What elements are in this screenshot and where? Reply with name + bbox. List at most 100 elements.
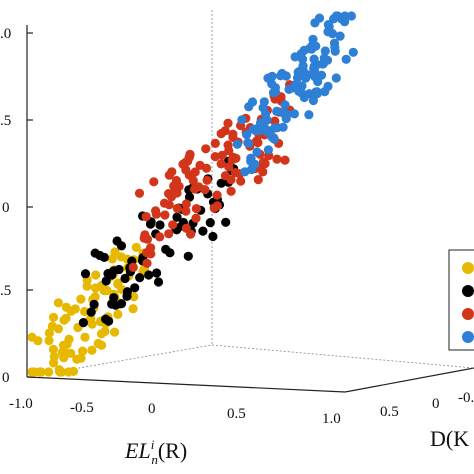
scatter-point-series-2 [224,162,234,172]
scatter-point-series-1 [221,217,231,227]
scatter-point-series-0 [66,306,76,316]
scatter-point-series-2 [188,176,198,186]
scatter-point-series-0 [131,242,141,252]
x-tick-label-1: -0.5 [70,400,94,416]
scatter-point-series-3 [309,54,319,64]
scatter-point-series-3 [276,71,286,81]
scatter-point-series-2 [146,249,156,259]
scatter-point-series-3 [269,134,279,144]
scatter-point-series-1 [153,277,164,287]
scatter-point-series-1 [122,291,132,301]
z-tick-labels: 0 .5 0 .5 .0 [0,26,11,386]
scatter-point-series-2 [212,190,222,200]
y-tick-label-0: 0.5 [380,404,399,420]
scatter-point-series-2 [167,167,177,177]
scatter-point-series-2 [217,150,227,160]
scatter-point-series-3 [323,81,333,91]
scatter-point-series-3 [244,138,254,148]
scatter-point-series-1 [120,273,130,284]
scatter-point-series-0 [113,309,123,319]
scatter-point-series-3 [247,97,258,107]
x-axis-label-superscript: i [151,437,155,452]
scatter-point-series-0 [54,365,64,375]
z-tick-label-4: .0 [0,26,11,42]
scatter-point-series-0 [87,319,97,329]
scatter-point-series-3 [284,84,294,94]
scatter-point-series-0 [96,329,107,339]
scatter-point-series-0 [35,367,45,377]
scatter-point-series-2 [231,153,241,163]
legend [448,249,474,351]
scatter-point-series-2 [181,223,191,233]
y-tick-labels: 0.5 0 -0. [380,390,474,420]
scatter-point-series-0 [53,298,64,308]
scatter-point-series-3 [280,100,290,110]
x-tick-labels: -1.0 -0.5 0 0.5 1.0 [9,396,341,427]
scatter-point-series-1 [135,273,145,283]
scatter-point-series-3 [240,167,250,177]
scatter-point-series-2 [251,136,262,146]
legend-marker-1 [462,285,474,297]
scatter-point-series-3 [259,97,269,107]
scatter-point-series-2 [280,155,290,165]
scatter-point-series-0 [78,346,88,356]
scatter-point-series-3 [250,159,260,169]
scatter-point-series-1 [114,264,124,275]
scatter-point-series-2 [191,204,201,214]
scatter-point-series-1 [107,299,117,309]
scatter-point-series-3 [335,31,345,41]
scatter-point-series-3 [269,123,280,133]
legend-marker-2 [462,308,474,320]
scatter-point-series-0 [76,294,86,304]
scatter-point-series-1 [183,251,193,261]
scatter-point-series-3 [251,126,261,136]
scatter-point-series-2 [258,157,268,167]
scatter-point-series-2 [210,152,220,162]
scatter-point-series-1 [130,283,140,293]
scatter-point-series-1 [78,318,88,328]
scatter-point-series-0 [64,334,74,344]
scatter-point-series-3 [263,73,273,83]
scatter-point-series-2 [142,234,153,244]
scatter-point-series-1 [205,218,215,228]
scatter-point-series-3 [331,73,341,83]
scatter-point-series-0 [44,328,55,338]
scatter-point-series-1 [86,307,96,317]
legend-marker-0 [462,262,474,274]
scatter-point-series-0 [129,292,139,302]
scatter-point-series-3 [301,73,311,83]
z-tick-label-0: 0 [2,370,10,386]
scatter-point-series-2 [190,184,200,194]
scatter-point-series-0 [91,283,101,293]
scatter-point-series-0 [128,304,138,314]
scatter-point-series-2 [172,203,182,213]
scatter-point-series-2 [181,199,191,209]
scatter-point-series-1 [80,269,91,279]
scatter-point-series-2 [272,154,282,164]
scatter-point-series-2 [226,186,236,196]
scatter-point-series-2 [201,163,212,173]
scatter-point-series-3 [312,88,322,99]
scatter-point-series-2 [201,144,211,154]
scatter-point-series-3 [252,147,262,157]
scatter-point-series-2 [160,210,170,220]
scatter-point-series-2 [168,220,178,230]
scatter-point-series-1 [145,219,156,229]
y-axis-label: D(K [430,426,469,451]
scatter-point-series-3 [297,81,307,91]
scatter-point-series-1 [152,268,162,278]
scatter-point-series-2 [210,138,220,148]
scatter-point-series-0 [80,332,90,342]
scatter-point-series-3 [320,46,330,56]
scatter-point-series-2 [228,129,238,139]
scatter-point-series-3 [296,49,306,59]
scatter-point-series-2 [181,206,191,216]
scatter-point-series-2 [128,262,138,272]
scatter-point-series-1 [89,299,99,309]
scatter-point-series-3 [242,130,252,140]
scatter-point-series-2 [190,167,200,177]
scatter-point-series-2 [169,181,179,191]
scatter-point-series-2 [216,159,226,169]
scatter-point-series-1 [172,212,182,222]
scatter-point-series-3 [323,27,333,37]
